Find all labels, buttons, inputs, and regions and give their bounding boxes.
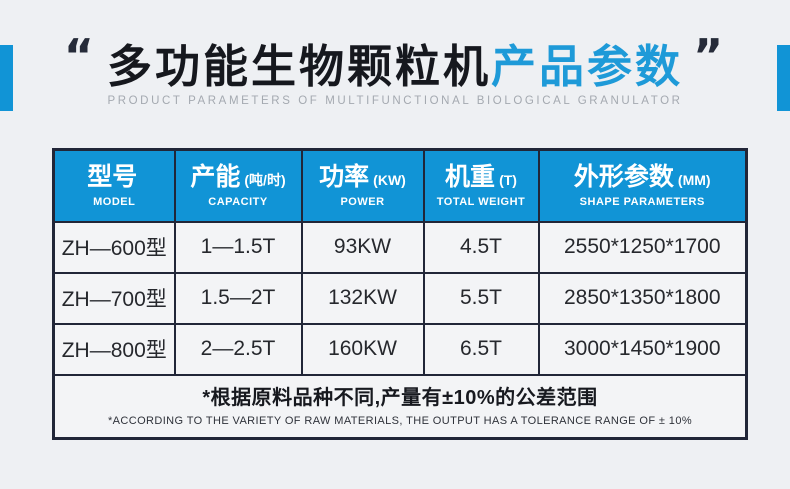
col-header-power-unit: (KW): [373, 172, 406, 188]
col-header-model-en: MODEL: [93, 195, 136, 208]
table-row-zh800: ZH—800型 2—2.5T 160KW 6.5T 3000*1450*1900: [52, 322, 748, 376]
col-header-shape-en: SHAPE PARAMETERS: [579, 195, 705, 208]
cell-capacity: 1—1.5T: [173, 220, 303, 274]
page-title: “多功能生物颗粒机产品参数”: [0, 29, 790, 95]
right-accent-bar: [777, 45, 790, 111]
title-product-name: 多功能生物颗粒机: [106, 41, 491, 92]
col-header-model: 型号 MODEL: [52, 148, 176, 223]
col-header-shape: 外形参数 (MM) SHAPE PARAMETERS: [537, 148, 748, 223]
cell-power: 160KW: [300, 322, 425, 376]
table-row-zh600: ZH—600型 1—1.5T 93KW 4.5T 2550*1250*1700: [52, 220, 748, 274]
col-header-capacity-unit: (吨/时): [244, 172, 286, 188]
table-header-row: 型号 MODEL 产能 (吨/时) CAPACITY 功率 (KW) POWER 机…: [52, 148, 748, 223]
cell-model: ZH—800型: [52, 322, 176, 376]
cell-model: ZH—600型: [52, 220, 176, 274]
cell-weight: 5.5T: [422, 271, 540, 325]
spec-table: 型号 MODEL 产能 (吨/时) CAPACITY 功率 (KW) POWER 机…: [52, 148, 748, 440]
col-header-weight-cn: 机重: [445, 163, 496, 191]
col-header-weight: 机重 (T) TOTAL WEIGHT: [422, 148, 540, 223]
cell-model: ZH—700型: [52, 271, 176, 325]
tolerance-note-en: *ACCORDING TO THE VARIETY OF RAW MATERIA…: [107, 414, 693, 427]
col-header-shape-cn: 外形参数: [573, 163, 674, 191]
cell-shape: 2550*1250*1700: [537, 220, 748, 274]
page-subtitle: PRODUCT PARAMETERS OF MULTIFUNCTIONAL BI…: [107, 95, 683, 107]
table-row-zh700: ZH—700型 1.5—2T 132KW 5.5T 2850*1350*1800: [52, 271, 748, 325]
tolerance-note-cn: *根据原料品种不同,产量有±10%的公差范围: [202, 386, 598, 409]
cell-weight: 4.5T: [422, 220, 540, 274]
col-header-power-cn: 功率: [319, 163, 370, 191]
left-accent-bar: [0, 45, 13, 111]
cell-capacity: 1.5—2T: [173, 271, 303, 325]
col-header-weight-en: TOTAL WEIGHT: [436, 195, 526, 208]
cell-power: 132KW: [300, 271, 425, 325]
cell-capacity: 2—2.5T: [173, 322, 303, 376]
cell-shape: 2850*1350*1800: [537, 271, 748, 325]
col-header-power: 功率 (KW) POWER: [300, 148, 425, 223]
col-header-capacity-en: CAPACITY: [208, 195, 268, 208]
close-quote-icon: ”: [693, 29, 727, 83]
cell-weight: 6.5T: [422, 322, 540, 376]
col-header-model-cn: 型号: [87, 163, 138, 191]
open-quote-icon: “: [63, 29, 97, 83]
tolerance-note-cell: *根据原料品种不同,产量有±10%的公差范围 *ACCORDING TO THE…: [52, 373, 748, 440]
note-row: *根据原料品种不同,产量有±10%的公差范围 *ACCORDING TO THE…: [52, 373, 748, 440]
col-header-weight-unit: (T): [499, 172, 517, 188]
cell-power: 93KW: [300, 220, 425, 274]
cell-shape: 3000*1450*1900: [537, 322, 748, 376]
title-highlight: 产品参数: [491, 41, 684, 92]
col-header-shape-unit: (MM): [677, 172, 711, 188]
col-header-capacity-cn: 产能: [190, 163, 241, 191]
col-header-power-en: POWER: [340, 195, 385, 208]
col-header-capacity: 产能 (吨/时) CAPACITY: [173, 148, 303, 223]
